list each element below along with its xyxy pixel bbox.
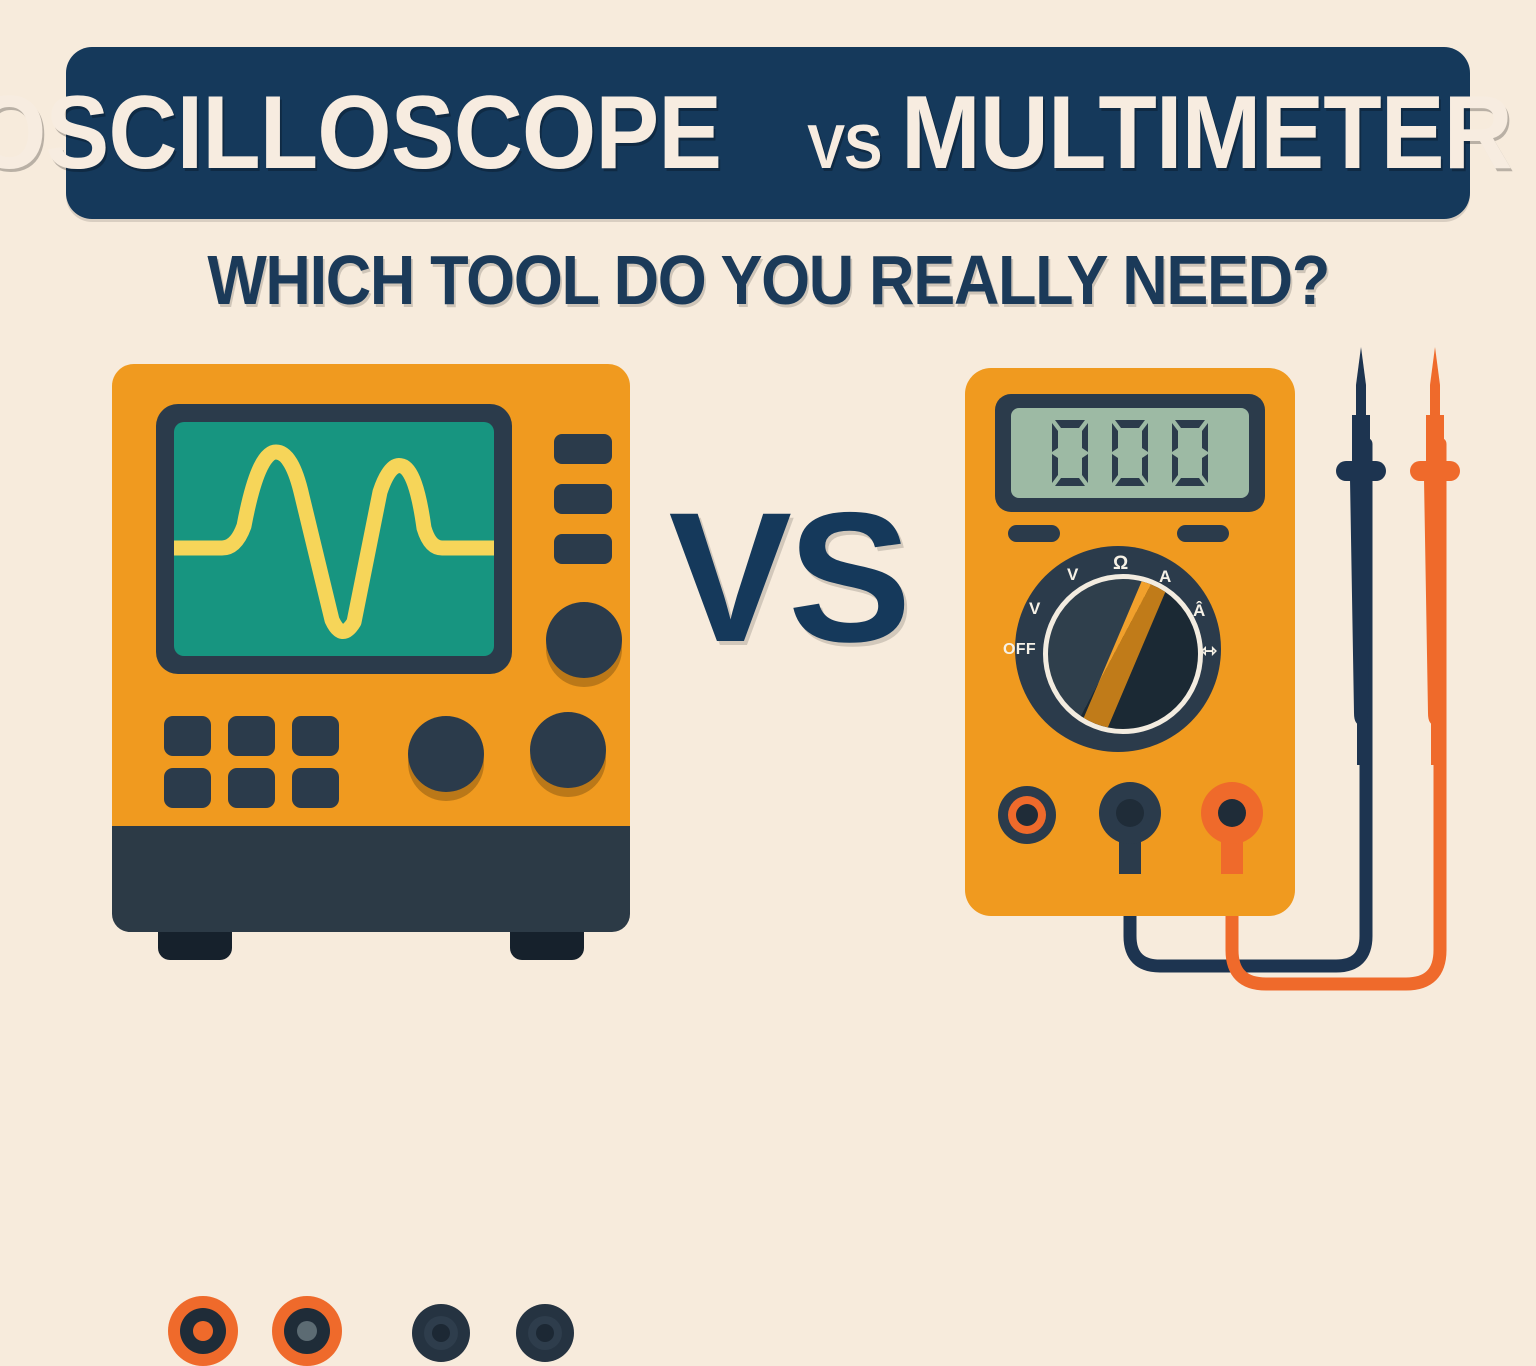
- oscilloscope: [112, 364, 630, 1366]
- oscilloscope-button-3[interactable]: [554, 534, 612, 564]
- jack-com-hole: [1116, 799, 1144, 827]
- oscilloscope-front-panel: [112, 364, 630, 826]
- rotary-selector-pointer: [1067, 579, 1179, 729]
- dial-label-diode-continuity[interactable]: ⇿: [1201, 641, 1217, 662]
- lcd-bezel: [995, 394, 1265, 512]
- multimeter-display: [1011, 408, 1249, 498]
- crt-bezel: [156, 404, 512, 674]
- title-vs: VS: [806, 113, 882, 182]
- jack-vmain[interactable]: [1201, 782, 1263, 844]
- probe-red-shape: [1410, 347, 1460, 765]
- port-4-collar: [528, 1316, 562, 1350]
- oscilloscope-base-panel: [112, 814, 630, 1366]
- probe-black[interactable]: [1332, 345, 1390, 765]
- title-text: OSCILLOSCOPE VS MULTIMETER: [0, 81, 1536, 185]
- multimeter: OFF V V Ω A Â ⇿: [965, 368, 1295, 916]
- jack-com[interactable]: [1099, 782, 1161, 844]
- port-3-pin: [432, 1324, 450, 1342]
- bnc-channel-1-pin: [193, 1321, 213, 1341]
- probe-black-shape: [1336, 347, 1386, 765]
- multimeter-range-button[interactable]: [1177, 525, 1229, 542]
- subtitle: WHICH TOOL DO YOU REALLY NEED?: [0, 240, 1536, 320]
- bnc-channel-2[interactable]: [272, 1296, 342, 1366]
- oscilloscope-pad-2[interactable]: [228, 716, 275, 756]
- jack-10a[interactable]: [998, 786, 1056, 844]
- oscilloscope-pad-5[interactable]: [228, 768, 275, 808]
- jack-10a-ring: [1008, 796, 1046, 834]
- oscilloscope-pad-3[interactable]: [292, 716, 339, 756]
- dial-label-ac-current[interactable]: Â: [1193, 601, 1206, 620]
- test-leads: [930, 340, 1536, 1024]
- jack-vmain-hole: [1218, 799, 1246, 827]
- bnc-channel-2-collar: [284, 1308, 330, 1354]
- title-oscilloscope: OSCILLOSCOPE: [0, 75, 722, 191]
- probe-red[interactable]: [1406, 345, 1464, 765]
- oscilloscope-button-2[interactable]: [554, 484, 612, 514]
- oscilloscope-button-1[interactable]: [554, 434, 612, 464]
- display-digit-2: [1105, 417, 1155, 489]
- display-digit-3: [1165, 417, 1215, 489]
- title-banner: OSCILLOSCOPE VS MULTIMETER: [0, 47, 1512, 219]
- dial-label-off[interactable]: OFF: [1003, 641, 1036, 658]
- oscilloscope-screen: [174, 422, 494, 656]
- bnc-channel-2-pin: [297, 1321, 317, 1341]
- title-multimeter: MULTIMETER: [900, 75, 1513, 191]
- bnc-channel-1-collar: [180, 1308, 226, 1354]
- dial-label-ac-voltage[interactable]: V: [1067, 565, 1079, 584]
- waveform-trace: [174, 444, 494, 639]
- oscilloscope-knob-a[interactable]: [408, 716, 484, 792]
- jack-10a-hole: [1016, 804, 1038, 826]
- port-4-pin: [536, 1324, 554, 1342]
- oscilloscope-pad-1[interactable]: [164, 716, 211, 756]
- lead-wires: [1123, 437, 1447, 991]
- subtitle-text: WHICH TOOL DO YOU REALLY NEED?: [207, 241, 1330, 319]
- oscilloscope-pad-6[interactable]: [292, 768, 339, 808]
- port-3[interactable]: [412, 1304, 470, 1362]
- oscilloscope-side-knob[interactable]: [546, 602, 622, 678]
- multimeter-hold-button[interactable]: [1008, 525, 1060, 542]
- port-3-collar: [424, 1316, 458, 1350]
- display-digit-1: [1045, 417, 1095, 489]
- port-4[interactable]: [516, 1304, 574, 1362]
- oscilloscope-knob-b[interactable]: [530, 712, 606, 788]
- poster-canvas: OSCILLOSCOPE VS MULTIMETER WHICH TOOL DO…: [0, 47, 1536, 1366]
- oscilloscope-pad-4[interactable]: [164, 768, 211, 808]
- rotary-selector-knob[interactable]: [1043, 574, 1203, 734]
- rotary-selector[interactable]: OFF V V Ω A Â ⇿: [1003, 546, 1221, 752]
- versus-label: VS: [668, 475, 912, 681]
- bnc-channel-1[interactable]: [168, 1296, 238, 1366]
- dial-label-dc-voltage[interactable]: V: [1029, 599, 1041, 618]
- dial-label-resistance[interactable]: Ω: [1113, 553, 1129, 574]
